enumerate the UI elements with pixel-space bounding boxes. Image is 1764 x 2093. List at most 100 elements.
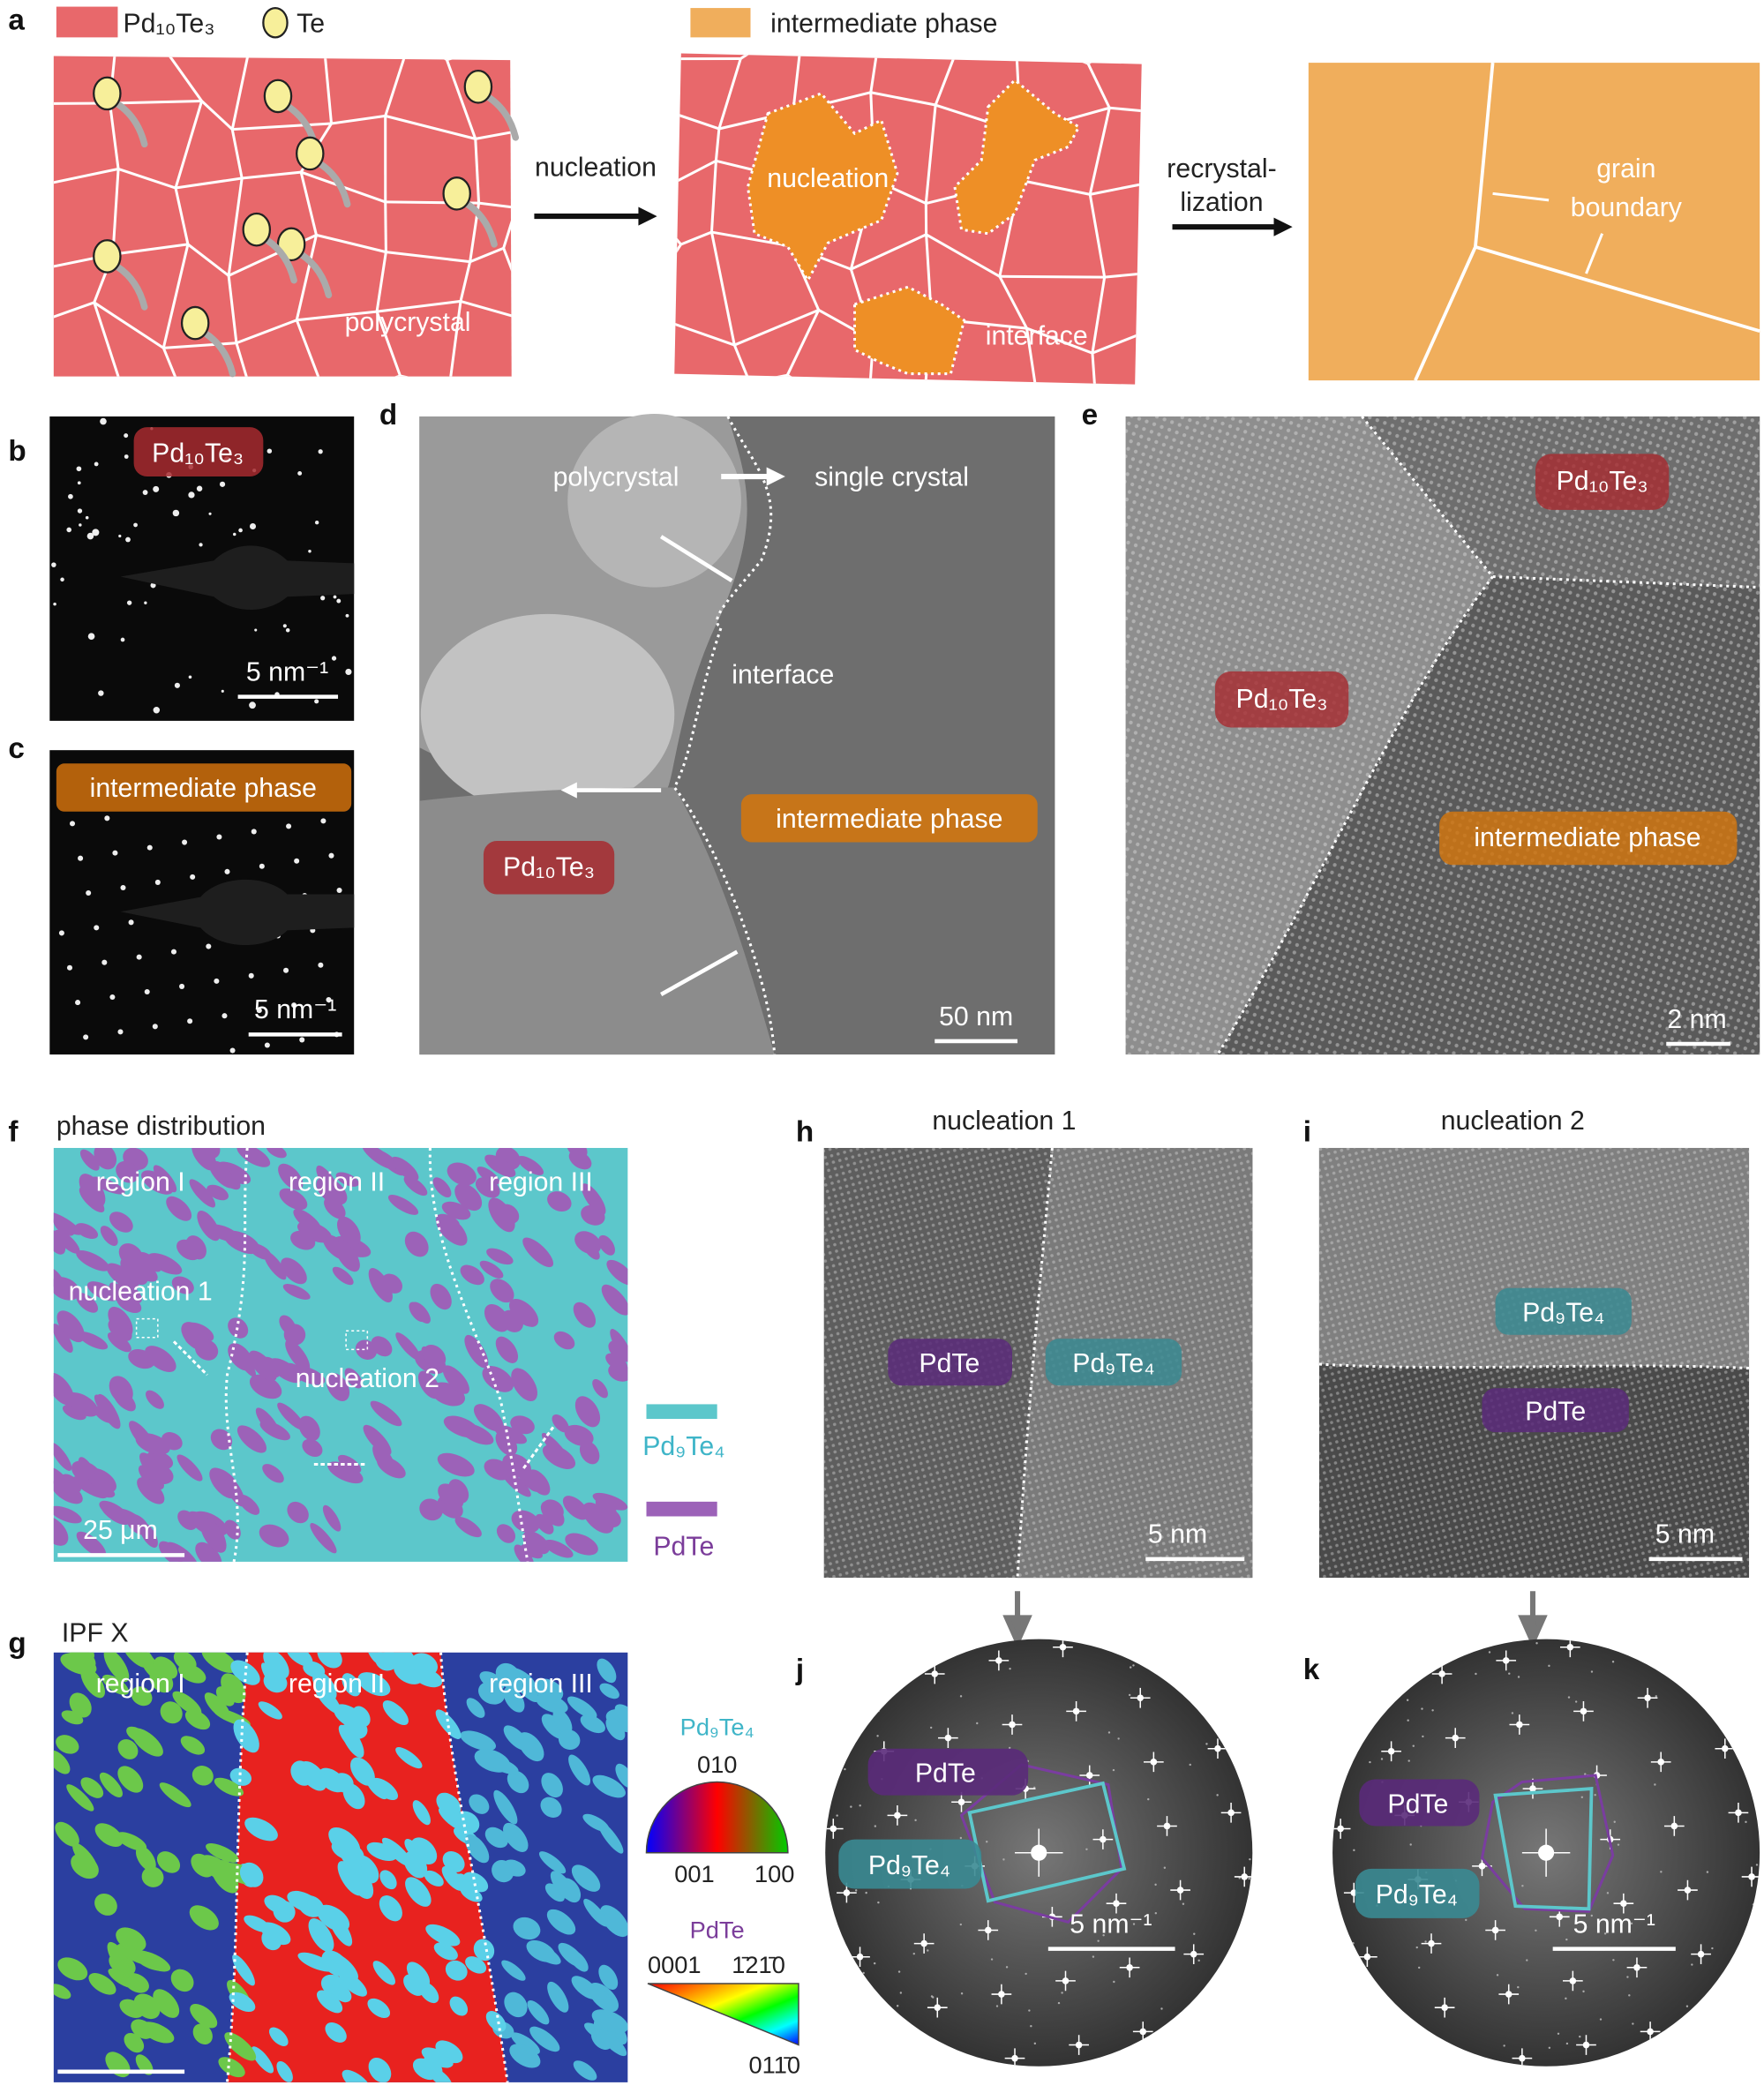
label-box [56,763,352,812]
spot [1624,1639,1645,1644]
spot [51,562,56,567]
noise [1216,1794,1219,1797]
noise [864,1722,867,1725]
grain-boundary [733,308,820,347]
label: interface [986,321,1088,350]
spot [1100,1835,1107,1843]
panel-letter: h [796,1115,814,1148]
pdte-grain [285,1339,311,1372]
grain [504,1992,528,2018]
spot [1304,1691,1325,1711]
grain-boundary [674,309,735,347]
spot [1384,2075,1404,2093]
pdte-grain [601,1284,628,1316]
grain [153,1989,180,2018]
spot [144,988,150,995]
grain [117,1739,139,1759]
pdte-grain [442,1365,469,1394]
pdte-grain [326,1372,350,1401]
spot [816,1761,823,1768]
pdte-grain [441,1201,471,1220]
grain [214,1777,244,1797]
grain [135,1845,156,1872]
spot [345,668,352,675]
noise [874,1825,877,1827]
spot [867,1684,874,1691]
noise [1579,2035,1581,2038]
pdte-grain [128,1349,155,1369]
grain-boundary [717,58,742,130]
spot [172,509,180,517]
pdte-grain [237,1494,260,1515]
spot [1538,1844,1555,1861]
pd9te4-reciprocal-cell [967,1781,1127,1903]
noise [1025,1972,1027,1976]
pdte-grain [598,1234,615,1256]
grain-boundary [109,99,202,105]
noise [1189,1763,1191,1767]
grain-boundary [714,128,721,161]
noise [1340,1641,1342,1644]
spot [144,601,147,604]
spot [1754,1931,1760,1951]
spot [1748,1873,1755,1880]
noise [1347,1723,1350,1727]
grain [571,1864,601,1892]
arrow [172,1340,208,1377]
grain [321,1950,349,1977]
noise [860,1654,863,1658]
pdte-grain [564,1424,594,1446]
label-box [867,1748,1029,1796]
spot [238,528,243,533]
spot [128,919,134,926]
pdte-grain [475,1177,500,1198]
pdte-grain [535,1513,554,1534]
pdte-grain [94,1147,117,1170]
pdte-grain [176,1454,203,1482]
grain [536,1693,568,1714]
pdte-grain [116,1160,139,1183]
grain-boundary [236,319,297,345]
noise [1147,1797,1150,1801]
pdte-grain [582,1502,614,1534]
grain-boundary [998,275,1028,329]
grain [189,1905,219,1931]
noise [898,1658,901,1662]
pdte-grain [76,1249,110,1272]
spot [797,1691,817,1711]
grain-boundary [674,198,682,245]
spot [187,1018,193,1024]
noise [995,2005,999,2007]
grain [342,1673,361,1697]
grain [60,1653,97,1676]
panel-letter: f [8,1115,19,1148]
grain-boundary [187,243,230,277]
grain-boundary [409,56,448,61]
noise [1508,1672,1511,1675]
spot [1201,1681,1208,1688]
noise [1535,1642,1538,1645]
pdte-grain [581,1183,606,1215]
nucleus [953,78,1081,236]
grain [325,2022,347,2043]
grain [382,1700,409,1726]
label: single crystal [814,463,969,492]
spot [297,470,303,476]
grain [469,1794,490,1814]
noise [1153,2063,1156,2066]
noise [990,1958,994,1961]
grain-boundary [161,39,251,44]
spot [124,454,129,459]
grain-boundary [659,59,665,111]
spot [931,1670,939,1677]
label-box [1214,671,1349,728]
panel-title: nucleation 1 [932,1107,1076,1136]
grain [160,1701,183,1724]
grain [260,1922,291,1946]
grain [501,1960,526,1981]
pdte-grain [277,1402,305,1430]
grain [201,1652,237,1673]
spot [1310,1697,1317,1704]
grain-boundary [459,261,472,302]
noise [899,1992,903,1994]
